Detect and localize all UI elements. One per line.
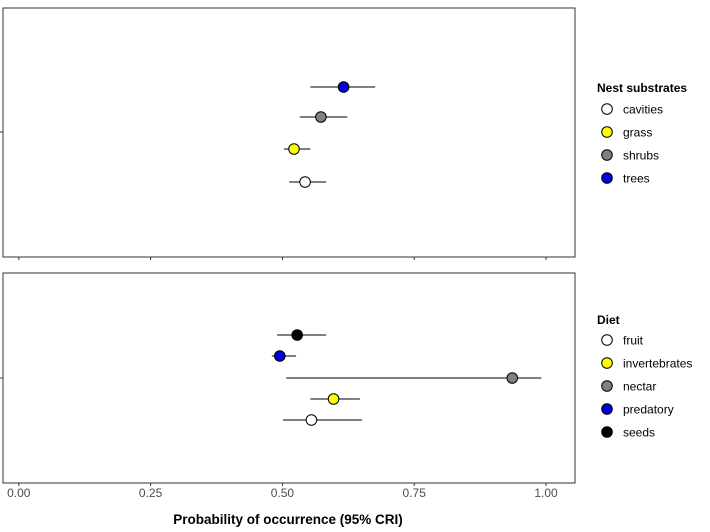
legend-entries: fruit invertebrates nectar predatory seeds [601,334,692,440]
legend-label-invertebrates: invertebrates [623,357,692,371]
legend-key-trees [601,172,613,184]
x-tick-label: 1.00 [534,486,558,500]
legend-key-fruit [601,334,613,346]
legend-key-seeds [601,426,613,438]
point-cavities [299,176,311,188]
panel-nest-substrates [0,7,576,260]
point-predatory [273,350,286,362]
point-fruit [305,414,318,426]
legend-nest-substrates: Nest substrates cavities grass shrubs trees [597,81,687,186]
legend-key-cavities [601,103,613,115]
legend-key-grass [601,126,613,138]
legend-entries: cavities grass shrubs trees [601,103,663,186]
point-shrubs [315,111,327,123]
legend-label-predatory: predatory [623,403,674,417]
legend-label-cavities: cavities [623,103,663,117]
point-grass [288,143,300,155]
legend-key-predatory [601,403,613,415]
legend-diet: Diet fruit invertebrates nectar predatory se… [597,313,692,440]
legend-key-shrubs [601,149,613,161]
x-axis-label: Probability of occurrence (95% CRI) [173,512,403,527]
point-invertebrates [327,393,340,405]
estimate-marks [283,81,376,188]
x-tick-label: 0.75 [403,486,427,500]
x-axis-ticks-top [18,257,547,260]
legend-title: Nest substrates [597,81,687,95]
legend-label-fruit: fruit [623,334,644,348]
x-tick-label: 0.25 [139,486,163,500]
legend-key-invertebrates [601,357,613,369]
x-tick-label: 0.00 [7,486,31,500]
legend-key-nectar [601,380,613,392]
x-tick-label: 0.50 [271,486,295,500]
legend-label-grass: grass [623,126,652,140]
x-axis-ticks-bottom: 0.00 0.25 0.50 0.75 1.00 [7,483,558,500]
estimate-marks [271,329,542,426]
point-seeds [291,329,303,341]
legend-label-nectar: nectar [623,380,656,394]
legend-label-trees: trees [623,172,650,186]
panel-diet: 0.00 0.25 0.50 0.75 1.00 [0,272,576,500]
point-trees [337,81,350,93]
legend-label-shrubs: shrubs [623,149,659,163]
point-nectar [506,372,519,384]
legend-title: Diet [597,313,620,327]
legend-label-seeds: seeds [623,426,655,440]
